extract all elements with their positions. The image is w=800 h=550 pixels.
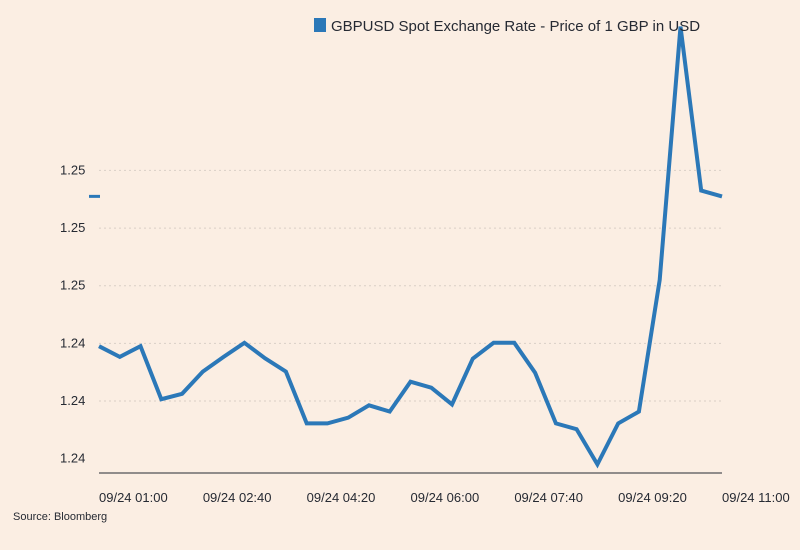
- x-tick-label: 09/24 04:20: [307, 490, 376, 505]
- y-tick-label: 1.24: [60, 393, 85, 408]
- series-layer: [98, 26, 723, 469]
- x-tick-label: 09/24 01:00: [99, 490, 168, 505]
- y-tick-label: 1.25: [60, 278, 85, 293]
- legend-label: GBPUSD Spot Exchange Rate - Price of 1 G…: [331, 18, 700, 35]
- y-tick-label: 1.25: [60, 220, 85, 235]
- source-note: Source: Bloomberg: [13, 511, 107, 523]
- x-tick-label: 09/24 07:40: [514, 490, 583, 505]
- legend: GBPUSD Spot Exchange Rate - Price of 1 G…: [314, 18, 700, 35]
- x-tick-label: 09/24 06:00: [411, 490, 480, 505]
- y-tick-label: 1.24: [60, 335, 85, 350]
- x-tick-label: 09/24 11:00: [722, 490, 790, 505]
- legend-swatch: [314, 18, 326, 32]
- y-tick-label: 1.24: [60, 451, 85, 466]
- series-line: [98, 26, 723, 469]
- x-tick-label: 09/24 02:40: [203, 490, 272, 505]
- y-axis-ticks: 1.24 1.24 1.24 1.25 1.25 1.25: [60, 162, 85, 465]
- x-axis-ticks: 09/24 01:00 09/24 02:40 09/24 04:20 09/24 0…: [99, 490, 790, 505]
- y-tick-label: 1.25: [60, 162, 85, 177]
- x-tick-label: 09/24 09:20: [618, 490, 687, 505]
- gridlines: [99, 169, 722, 402]
